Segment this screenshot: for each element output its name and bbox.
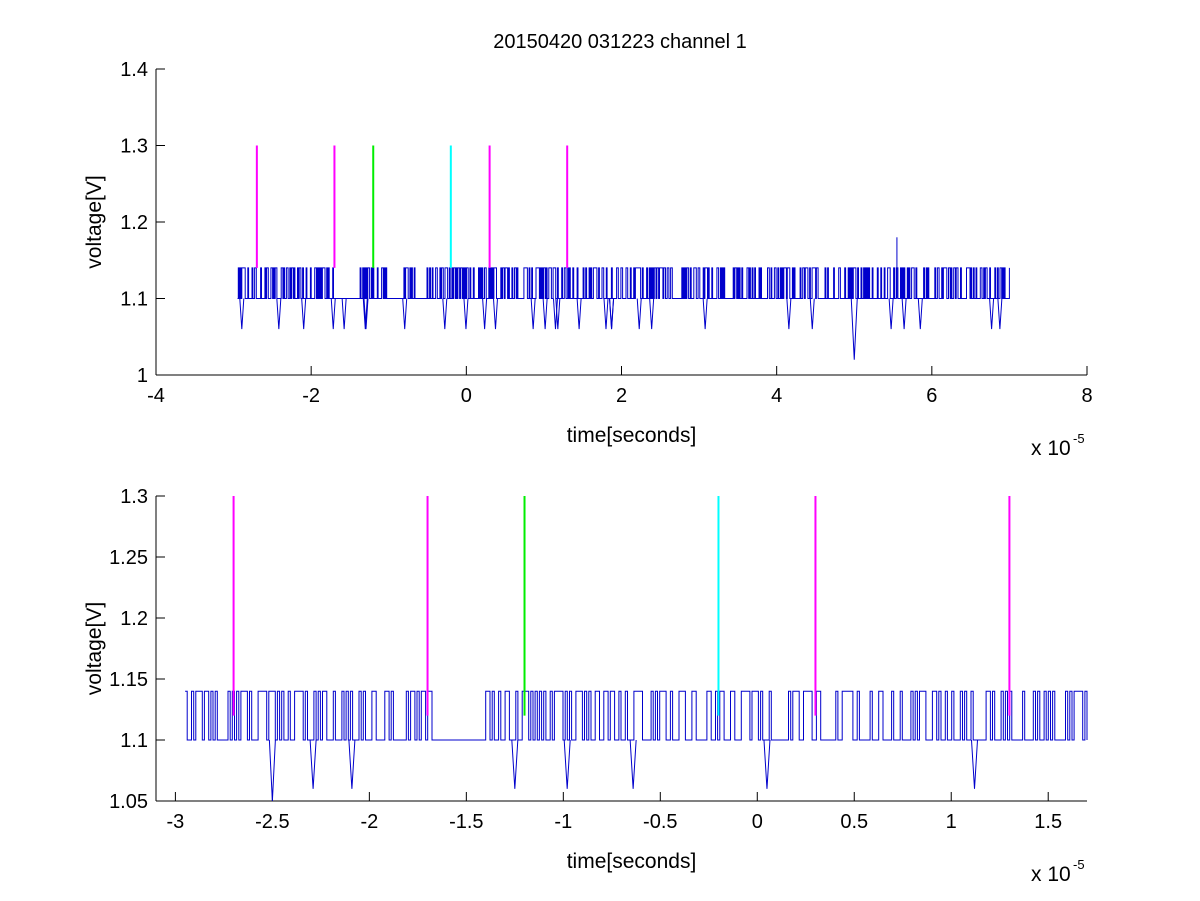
x-tick-label: 8 xyxy=(1081,385,1092,407)
x-tick-label: -1 xyxy=(554,811,572,833)
x-tick-label: 0 xyxy=(752,811,763,833)
y-tick-label: 1.2 xyxy=(120,212,148,234)
signal-dip xyxy=(917,298,923,330)
signal-dip xyxy=(609,298,615,330)
signal-dip xyxy=(301,298,307,330)
x-tick-label: 1.5 xyxy=(1034,811,1062,833)
x-tick-label: 0 xyxy=(461,385,472,407)
x-tick-label: 4 xyxy=(771,385,782,407)
x-exponent-value: -5 xyxy=(1073,857,1085,872)
x-tick-label: 1 xyxy=(946,811,957,833)
signal-dip xyxy=(542,298,548,330)
signal-dip xyxy=(786,298,792,330)
y-tick-label: 1.25 xyxy=(109,547,148,569)
signal-dip xyxy=(348,739,356,789)
x-exponent-label: x 10 xyxy=(1031,863,1071,886)
signal-dip xyxy=(341,298,347,330)
y-tick-label: 1.3 xyxy=(120,136,148,158)
signal-dip xyxy=(268,739,276,802)
signal-dip xyxy=(482,298,488,330)
bottom-plot: -3 -2.5 -2 -1.5 -1 -0.5 0 0.5 1 1.5 1.05 1.1 1.15 1.2… xyxy=(83,486,1088,886)
signal-dip xyxy=(530,298,536,330)
signal-dip xyxy=(629,739,637,789)
signal-dip xyxy=(511,739,519,789)
x-exponent-label: x 10 xyxy=(1031,437,1071,460)
signal-trace xyxy=(185,690,1088,741)
signal-dip xyxy=(603,298,609,330)
x-tick-label: -3 xyxy=(166,811,184,833)
y-tick-label: 1.05 xyxy=(109,791,148,813)
signal-dip xyxy=(362,298,368,330)
y-tick-label: 1.15 xyxy=(109,669,148,691)
x-tick-label: -2 xyxy=(360,811,378,833)
y-tick-label: 1.1 xyxy=(120,730,148,752)
y-tick-label: 1 xyxy=(137,365,148,387)
signal-dip xyxy=(492,298,498,330)
x-tick-label: 6 xyxy=(926,385,937,407)
signal-dip xyxy=(563,739,571,789)
x-tick-label: 2 xyxy=(616,385,627,407)
signal-dip xyxy=(276,298,282,330)
figure-title: 20150420 031223 channel 1 xyxy=(493,31,747,53)
x-tick-label: -4 xyxy=(147,385,165,407)
signal-dip xyxy=(901,298,907,330)
x-tick-label: -1.5 xyxy=(449,811,483,833)
signal-dip xyxy=(239,298,245,330)
signal-dip xyxy=(971,739,979,789)
y-tick-label: 1.1 xyxy=(120,289,148,311)
y-axis-label: voltage[V] xyxy=(83,602,106,695)
signal-dip xyxy=(555,298,561,330)
signal-dip xyxy=(989,298,995,330)
x-tick-label: 0.5 xyxy=(840,811,868,833)
signal-dip xyxy=(636,298,642,330)
signal-dip xyxy=(402,298,408,330)
signal-dip xyxy=(809,298,815,330)
x-axis-label: time[seconds] xyxy=(567,850,697,873)
signal-dip xyxy=(997,298,1003,330)
signal-trace xyxy=(237,267,1010,299)
y-axis-label: voltage[V] xyxy=(83,175,106,268)
signal-dip xyxy=(576,298,582,330)
y-tick-label: 1.2 xyxy=(120,608,148,630)
y-tick-label: 1.4 xyxy=(120,59,148,81)
signal-dip xyxy=(763,739,771,789)
signal-dip xyxy=(363,298,369,330)
signal-dip xyxy=(442,298,448,330)
x-axis-label: time[seconds] xyxy=(567,424,697,447)
y-tick-label: 1.3 xyxy=(120,486,148,508)
top-plot: -4 -2 0 2 4 6 8 1 1.1 1.2 1.3 1.4 time[seconds] volta… xyxy=(83,59,1093,460)
signal-dip xyxy=(702,298,708,330)
signal-dip xyxy=(309,739,317,789)
signal-dip xyxy=(888,298,894,330)
signal-dip xyxy=(649,298,655,330)
x-tick-label: -2 xyxy=(302,385,320,407)
signal-dip xyxy=(330,298,336,330)
signal-dip xyxy=(850,298,858,360)
x-tick-label: -0.5 xyxy=(643,811,677,833)
x-exponent-value: -5 xyxy=(1073,431,1085,446)
x-tick-label: -2.5 xyxy=(255,811,289,833)
signal-dip xyxy=(463,298,469,330)
